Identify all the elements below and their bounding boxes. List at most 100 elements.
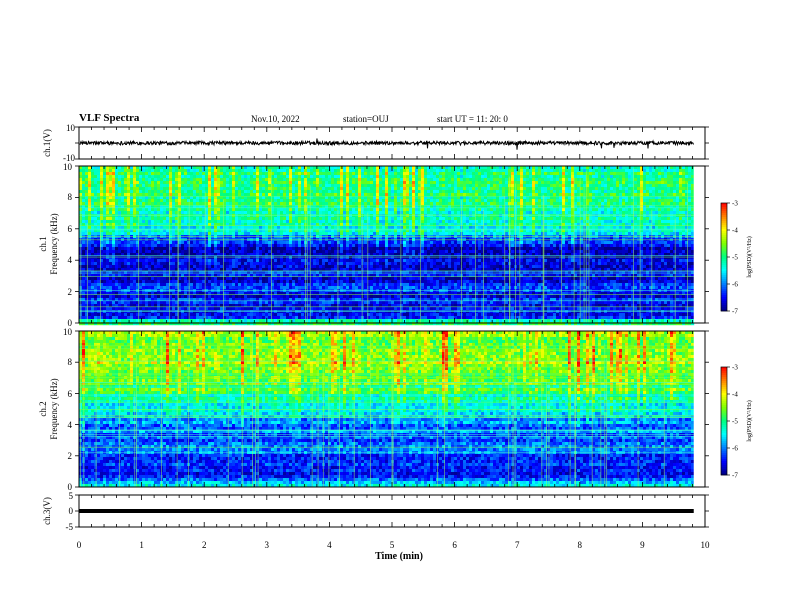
ch1s-cell — [358, 199, 361, 202]
ch1s-cell — [400, 193, 403, 196]
ch1s-cell — [238, 187, 241, 190]
ch1s-cell — [334, 169, 337, 172]
ch1s-cell — [337, 229, 340, 232]
ch1s-cell — [520, 169, 523, 172]
ch1s-cell — [478, 190, 481, 193]
ch1s-cell — [226, 220, 229, 223]
ch1s-cell — [283, 211, 286, 214]
ch1s-cell — [331, 232, 334, 235]
ch1s-cell — [181, 202, 184, 205]
ch1s-cell — [307, 190, 310, 193]
ch1s-cell — [328, 202, 331, 205]
ch1s-cell — [82, 226, 85, 229]
ch1s-cell — [241, 217, 244, 220]
ch1s-cell — [97, 184, 100, 187]
ch1s-cell — [457, 184, 460, 187]
ch1s-cell — [616, 226, 619, 229]
ch1s-cell — [346, 226, 349, 229]
ch1s-cell — [151, 190, 154, 193]
ch1s-cell — [151, 184, 154, 187]
ch1s-cell — [619, 199, 622, 202]
ch1s-cell — [583, 172, 586, 175]
ch1s-cell — [226, 226, 229, 229]
ch1s-cell — [499, 190, 502, 193]
ch1s-cell — [454, 172, 457, 175]
ch1s-cell — [184, 178, 187, 181]
ch1s-cell — [637, 184, 640, 187]
ch1s-cell — [235, 199, 238, 202]
ch1s-cell — [274, 211, 277, 214]
ch1s-cell — [136, 199, 139, 202]
ch1s-cell — [517, 199, 520, 202]
ch1s-cell — [625, 202, 628, 205]
ch1s-cell — [505, 172, 508, 175]
ch1s-cell — [454, 226, 457, 229]
ch1s-cell — [298, 187, 301, 190]
ch1s-cell — [559, 181, 562, 184]
ch1s-cell — [109, 229, 112, 232]
ch1s-cell — [322, 199, 325, 202]
ch1s-cell — [136, 202, 139, 205]
ch1s-cell — [634, 220, 637, 223]
ch1s-cell — [241, 169, 244, 172]
ch1s-cell — [436, 190, 439, 193]
ch1s-cell — [199, 229, 202, 232]
ch1s-cell — [556, 190, 559, 193]
ch1s-cell — [430, 178, 433, 181]
ch1s-cell — [91, 181, 94, 184]
ch1s-cell — [289, 211, 292, 214]
ch1s-cell — [535, 226, 538, 229]
ch1s-cell — [460, 178, 463, 181]
ch1s-cell — [523, 184, 526, 187]
ch1s-cell — [532, 208, 535, 211]
ch1s-cell — [109, 184, 112, 187]
ch1s-cell — [655, 226, 658, 229]
ch1s-cell — [286, 220, 289, 223]
ch1s-cell — [361, 208, 364, 211]
ch1s-cell — [187, 175, 190, 178]
ch1s-cell — [205, 184, 208, 187]
ch1s-cell — [679, 217, 682, 220]
ch1s-cell — [355, 202, 358, 205]
ch1s-cell — [427, 178, 430, 181]
ch1s-cell — [358, 169, 361, 172]
ch1s-cell — [100, 184, 103, 187]
ch1s-cell — [385, 202, 388, 205]
ch1s-cell — [691, 193, 694, 196]
ch1s-cell — [337, 226, 340, 229]
ch1s-cell — [415, 175, 418, 178]
ch1s-cell — [604, 178, 607, 181]
ch1s-cell — [142, 187, 145, 190]
ch1s-cell — [382, 190, 385, 193]
ch1s-cell — [268, 220, 271, 223]
ch1s-cell — [190, 172, 193, 175]
ch1s-cell — [283, 217, 286, 220]
ch1s-cell — [616, 175, 619, 178]
ch1s-cell — [337, 181, 340, 184]
ch1s-cell — [268, 184, 271, 187]
ch1s-cell — [613, 232, 616, 235]
ch1s-cell — [640, 217, 643, 220]
ch1s-cell — [313, 217, 316, 220]
ch1s-cell — [199, 232, 202, 235]
ch1s-cell — [613, 190, 616, 193]
ch1s-cell — [166, 226, 169, 229]
ch1s-cell — [289, 220, 292, 223]
ch1s-cell — [496, 199, 499, 202]
ch1s-cell — [145, 181, 148, 184]
ch1s-cell — [103, 202, 106, 205]
ch1s-cell — [298, 181, 301, 184]
ch1s-cell — [292, 187, 295, 190]
ch1s-cell — [220, 190, 223, 193]
ch1s-cell — [388, 175, 391, 178]
ch1s-cell — [610, 208, 613, 211]
ch1s-cell — [295, 190, 298, 193]
ch1s-cell — [406, 190, 409, 193]
ch1s-cell — [664, 178, 667, 181]
ch1s-cell — [439, 187, 442, 190]
ch1s-cell — [643, 181, 646, 184]
ch1s-cell — [256, 184, 259, 187]
ch1s-cell — [169, 169, 172, 172]
ch1s-cell — [637, 217, 640, 220]
ch1s-cell — [376, 169, 379, 172]
